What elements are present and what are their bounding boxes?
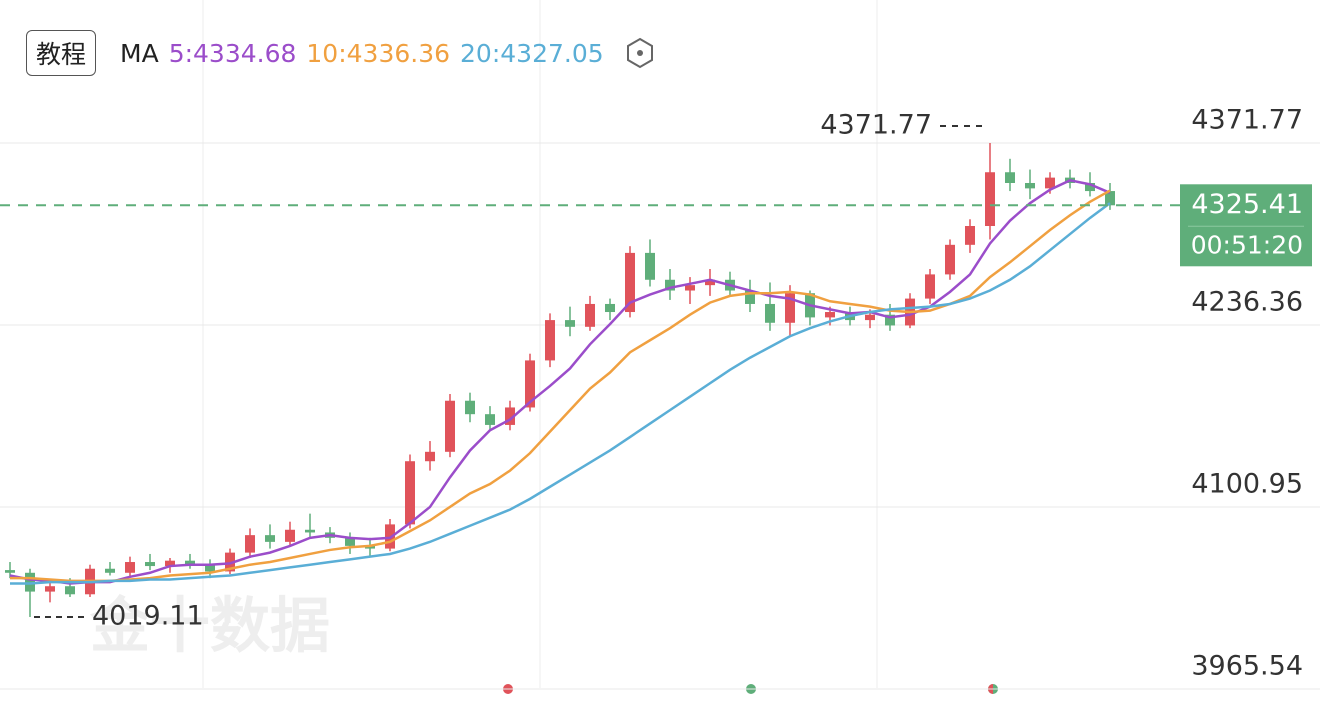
- candle-body: [45, 586, 55, 592]
- candle-body: [125, 562, 135, 573]
- candle-body: [445, 400, 455, 452]
- candle-body: [105, 568, 115, 573]
- current-price-label: 4325.41: [1191, 189, 1303, 220]
- ma-line: [10, 202, 1111, 585]
- candle-body: [1025, 182, 1035, 189]
- candle-body: [285, 529, 295, 542]
- y-tick-label: 4371.77: [1191, 104, 1303, 135]
- candle-body: [1005, 172, 1015, 183]
- candle-body: [505, 407, 515, 425]
- candle-body: [405, 461, 415, 525]
- candle-body: [145, 562, 155, 567]
- candle-body: [245, 535, 255, 553]
- candle-body: [525, 360, 535, 408]
- y-tick-label: 4100.95: [1191, 468, 1303, 499]
- y-tick-label: 3965.54: [1191, 650, 1303, 681]
- candle-body: [885, 314, 895, 326]
- ma-line: [9, 179, 1111, 585]
- price-tag: [1180, 184, 1312, 267]
- settings-icon[interactable]: [624, 37, 656, 69]
- candle-body: [925, 274, 935, 299]
- candle-body: [645, 252, 655, 280]
- candle-body: [685, 285, 695, 291]
- candle-body: [185, 560, 195, 565]
- candle-body: [25, 572, 35, 592]
- candle-body: [765, 303, 775, 323]
- candle-body: [945, 244, 955, 275]
- candle-body: [1105, 191, 1115, 206]
- candle-body: [585, 303, 595, 327]
- y-tick-label: 4236.36: [1191, 286, 1303, 317]
- candle-body: [165, 560, 175, 567]
- low-label: 4019.11: [92, 600, 204, 631]
- candle-body: [965, 226, 975, 245]
- candle-body: [5, 570, 15, 573]
- header: 教程 MA 5:4334.68 10:4336.36 20:4327.05: [26, 30, 656, 76]
- ma-value: 20:4327.05: [460, 38, 604, 68]
- candle-body: [625, 252, 635, 313]
- candle-body: [1085, 182, 1095, 192]
- candle-body: [425, 451, 435, 462]
- candle-body: [225, 552, 235, 572]
- candle-body: [365, 545, 375, 549]
- candle-body: [665, 279, 675, 291]
- candle-body: [345, 537, 355, 546]
- candle-body: [865, 314, 875, 321]
- ma-value: 5:4334.68: [168, 38, 297, 68]
- candle-body: [745, 290, 755, 304]
- ma-label: MA: [120, 38, 159, 68]
- ma-value: 10:4336.36: [306, 38, 451, 68]
- candle-body: [605, 303, 615, 313]
- candle-body: [485, 414, 495, 425]
- candle-body: [65, 586, 75, 595]
- candle-body: [305, 529, 315, 533]
- candle-body: [565, 320, 575, 327]
- watermark: 金十数据: [90, 592, 330, 662]
- candle-body: [265, 535, 275, 542]
- ma-line: [10, 189, 1111, 583]
- candle-body: [785, 293, 795, 323]
- countdown: 00:51:20: [1191, 230, 1303, 259]
- candle-body: [825, 312, 835, 318]
- high-label: 4371.77: [820, 109, 932, 140]
- candle-body: [465, 400, 475, 415]
- tutorial-button[interactable]: 教程: [26, 30, 97, 76]
- candle-body: [205, 564, 215, 572]
- candle-body: [705, 279, 715, 286]
- candle-body: [1045, 177, 1055, 189]
- candle-body: [985, 172, 995, 227]
- candle-body: [545, 320, 555, 361]
